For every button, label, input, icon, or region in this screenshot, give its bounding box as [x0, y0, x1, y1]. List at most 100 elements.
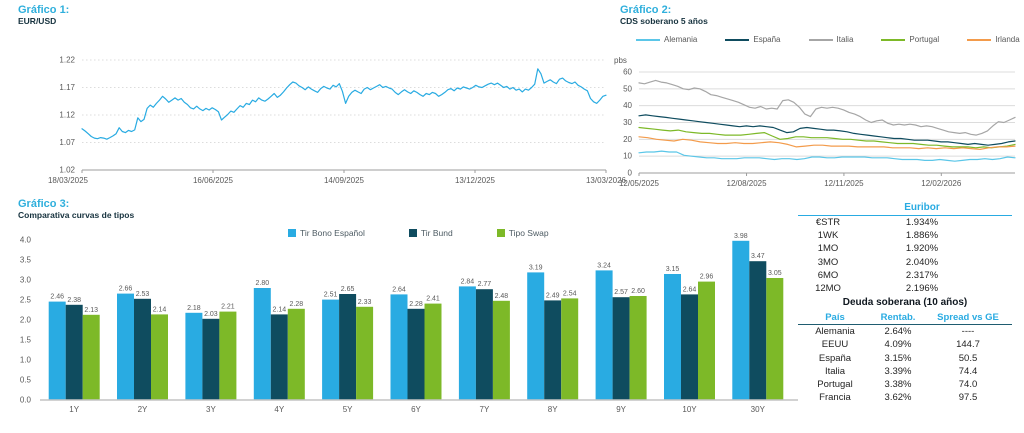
- bar-tir-bund-7Y: [475, 289, 493, 400]
- bar-tipo-swap-1Y: [82, 314, 100, 400]
- bar-label-tipo-swap-9Y: 2.60: [631, 288, 645, 295]
- bar-label-tipo-swap-30Y: 3.05: [768, 270, 782, 277]
- x-category-label: 8Y: [548, 405, 558, 414]
- bar-label-tir-bono-español-9Y: 3.24: [597, 262, 611, 269]
- table-row: España 3.15% 50.5: [798, 352, 1012, 365]
- deuda-header-pais: País: [825, 311, 845, 323]
- bar-label-tir-bono-español-10Y: 3.15: [666, 266, 680, 273]
- legend-swatch-alemania: [636, 38, 660, 41]
- bar-tir-bund-8Y: [544, 300, 562, 400]
- y-tick-label: 0: [628, 169, 633, 178]
- table-cell: 74.4: [958, 365, 978, 377]
- legend-label: Italia: [836, 35, 854, 44]
- bar-label-tipo-swap-1Y: 2.13: [84, 307, 98, 314]
- bar-tir-bono-español-8Y: [527, 272, 545, 400]
- legend-item-italia: Italia: [808, 35, 854, 44]
- bar-label-tipo-swap-8Y: 2.54: [563, 290, 577, 297]
- table-cell: 144.7: [956, 339, 980, 351]
- x-category-label: 1Y: [69, 405, 79, 414]
- series-line-portugal: [638, 126, 1016, 149]
- bar-tipo-swap-6Y: [424, 303, 442, 400]
- table-cell: 3.39%: [884, 365, 912, 377]
- x-category-label: 5Y: [343, 405, 353, 414]
- table-row: 3MO 2.040%: [798, 256, 1012, 269]
- table-cell: 4.09%: [884, 339, 912, 351]
- eurusd-line-chart: 1.02 1.07 1.12 1.17 1.22 18/03/2025 16/06/2025…: [48, 56, 627, 186]
- table-cell: 3MO: [817, 256, 839, 268]
- bar-tir-bund-4Y: [270, 314, 288, 400]
- cds-line-chart: 0 10 20 30 40 50 60 12/05/2025 12/08/2025 12/11/2…: [614, 56, 1016, 188]
- y-tick-label: 0.0: [20, 396, 32, 405]
- table-cell: 6MO: [817, 269, 839, 281]
- y-axis-unit-label: pbs: [614, 56, 627, 65]
- bar-tir-bono-español-4Y: [253, 288, 271, 400]
- x-category-label: 4Y: [274, 405, 284, 414]
- table-row: 1WK 1.886%: [798, 229, 1012, 242]
- deuda-table-title: Deuda soberana (10 años): [842, 297, 968, 309]
- y-tick-label: 40: [623, 101, 632, 110]
- bar-tipo-swap-5Y: [356, 306, 374, 400]
- bar-tir-bono-español-30Y: [732, 240, 750, 400]
- y-tick-label: 0.5: [20, 376, 32, 385]
- table-cell: 1MO: [817, 243, 839, 255]
- deuda-table-body: Alemania 2.64% ---- EEUU 4.09% 144.7 España 3.1…: [798, 325, 1012, 404]
- legend-swatch-irlanda: [967, 38, 992, 41]
- table-cell: 74.0: [958, 378, 978, 390]
- bar-label-tir-bono-español-5Y: 2.51: [324, 292, 338, 299]
- legend-label: Portugal: [909, 35, 940, 44]
- bar-label-tir-bono-español-3Y: 2.18: [187, 305, 201, 312]
- bar-label-tipo-swap-6Y: 2.41: [426, 296, 440, 303]
- bar-tir-bund-10Y: [681, 294, 698, 400]
- table-cell: Alemania: [815, 326, 855, 338]
- table-row: 12MO 2.196%: [798, 282, 1012, 295]
- legend-label: Alemania: [664, 35, 698, 44]
- table-cell: España: [818, 352, 852, 364]
- bar-label-tir-bund-9Y: 2.57: [614, 289, 628, 296]
- legend-swatch-italia: [808, 38, 833, 41]
- curvas-chart-legend: Tir Bono Español Tir Bund Tipo Swap: [288, 228, 549, 238]
- deuda-table-header: País Rentab. Spread vs GE: [798, 310, 1012, 326]
- series-line-alemania: [638, 150, 1016, 162]
- bar-tir-bono-español-6Y: [390, 294, 408, 400]
- euribor-table-body: €STR 1.934% 1WK 1.886% 1MO 1.920% 3MO 2.040% 6MO…: [798, 216, 1012, 295]
- y-tick-label: 50: [623, 84, 632, 93]
- series-line-eur/usd: [81, 68, 607, 140]
- bar-label-tir-bund-10Y: 2.64: [683, 286, 697, 293]
- y-tick-label: 60: [623, 68, 632, 77]
- bar-tipo-swap-4Y: [287, 308, 305, 400]
- table-cell: 50.5: [958, 352, 978, 364]
- panel-cds-chart: Gráfico 2: CDS soberano 5 años Alemania E…: [612, 4, 1024, 198]
- x-category-label: 30Y: [751, 405, 766, 414]
- bar-tir-bund-1Y: [65, 304, 83, 400]
- x-category-label: 7Y: [480, 405, 490, 414]
- x-tick-label: 18/03/2025: [48, 176, 89, 185]
- bar-label-tir-bund-7Y: 2.77: [478, 281, 492, 288]
- table-cell: 3.15%: [884, 352, 912, 364]
- legend-item-portugal: Portugal: [881, 35, 939, 44]
- bar-label-tir-bund-5Y: 2.65: [341, 286, 355, 293]
- legend-item-españa: España: [725, 35, 781, 44]
- table-row: €STR 1.934%: [798, 216, 1012, 229]
- bar-label-tir-bono-español-8Y: 3.19: [529, 264, 543, 271]
- table-row: Francia 3.62% 97.5: [798, 391, 1012, 404]
- table-cell: EEUU: [821, 339, 849, 351]
- y-tick-label: 2.0: [20, 316, 32, 325]
- legend-item-irlanda: Irlanda: [967, 35, 1020, 44]
- x-tick-label: 13/12/2025: [455, 176, 496, 185]
- chart1-subtitle: EUR/USD: [18, 16, 57, 26]
- bar-tipo-swap-10Y: [698, 281, 715, 400]
- y-tick-label: 30: [623, 118, 632, 127]
- bar-label-tir-bund-1Y: 2.38: [67, 297, 81, 304]
- bar-tir-bono-español-10Y: [664, 274, 681, 400]
- series-line-italia: [638, 79, 1016, 136]
- bar-label-tir-bund-2Y: 2.53: [136, 291, 150, 298]
- bar-tir-bono-español-3Y: [185, 312, 203, 400]
- legend-swatch-españa: [725, 38, 750, 41]
- chart3-title: Gráfico 3:: [18, 198, 70, 210]
- legend-swatch-tir-bono-español: [288, 229, 296, 237]
- table-cell: 97.5: [958, 392, 978, 404]
- legend-item-tir-bund: Tir Bund: [408, 228, 453, 238]
- bar-tipo-swap-30Y: [766, 278, 784, 400]
- bar-tipo-swap-3Y: [219, 311, 237, 400]
- series-line-españa: [638, 114, 1016, 146]
